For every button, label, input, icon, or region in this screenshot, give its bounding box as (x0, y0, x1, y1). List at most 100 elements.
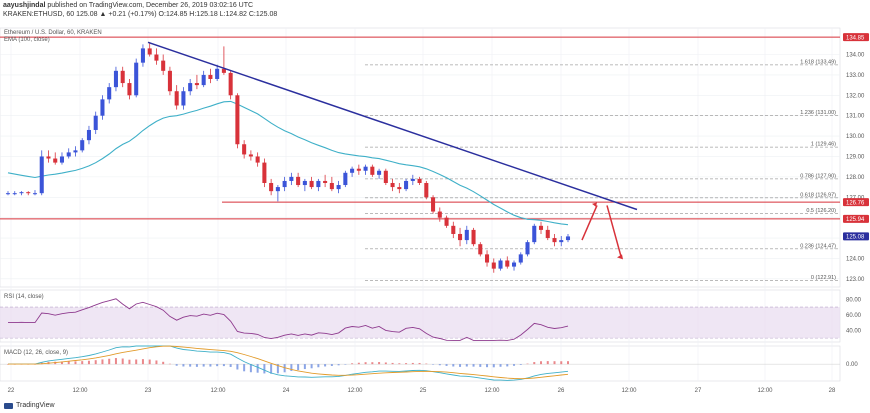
macd-histogram-bar (540, 361, 543, 365)
macd-histogram-bar (114, 358, 117, 365)
macd-histogram-bar (553, 361, 556, 365)
candle-body (248, 154, 253, 157)
x-tick-label: 12:00 (347, 388, 363, 394)
candle-body (26, 192, 31, 194)
tradingview-brand: TradingView (16, 402, 55, 409)
projection-arrows (581, 202, 623, 260)
candle-body (53, 158, 58, 163)
macd-histogram-bar (243, 364, 246, 372)
y-tick-label: 130.00 (846, 134, 865, 140)
y-tick-label: 129.00 (846, 154, 865, 160)
x-tick-label: 12:00 (621, 388, 637, 394)
macd-histogram-bar (560, 361, 563, 365)
rsi-line (8, 298, 569, 341)
candle-body (167, 70, 172, 92)
candle-body (113, 70, 118, 88)
ema-label: EMA (100, close) (4, 37, 50, 43)
macd-histogram-bar (465, 364, 468, 367)
price-tags: 134.85 126.76 125.94 125.08 (843, 33, 869, 241)
macd-histogram-bar (445, 364, 448, 366)
macd-title: MACD (12, 26, close, 9) (4, 350, 68, 356)
fib-label: 0.786 (127.90) (800, 173, 836, 179)
candle-body (73, 150, 78, 153)
x-tick-label: 12:00 (210, 388, 226, 394)
candle-body (404, 180, 409, 190)
candle-body (275, 187, 280, 192)
candle-body (538, 225, 544, 230)
macd-histogram-bar (162, 361, 165, 365)
candle-body (147, 48, 152, 55)
candle-body (343, 172, 348, 186)
macd-histogram-bar (74, 361, 77, 365)
fib-label: 1 (129.46) (811, 142, 836, 148)
candle-body (100, 99, 105, 116)
macd-histogram-bar (357, 362, 360, 365)
rsi-tick-label: 60.00 (846, 313, 862, 319)
candle-body (532, 225, 537, 243)
tradingview-logo-icon (4, 403, 13, 409)
price-tag (843, 232, 869, 241)
candle-body (289, 176, 294, 181)
author-name: aayushjindal (3, 2, 46, 9)
candle-body (12, 193, 17, 195)
candle-body (336, 185, 341, 190)
pane-frame-0 (0, 27, 841, 288)
macd-histogram-bar (452, 364, 455, 367)
price-tag (843, 198, 869, 207)
macd-histogram-bar (189, 364, 192, 367)
candle-body (32, 193, 38, 195)
candle-body (410, 178, 415, 181)
ema-100-line (7, 100, 569, 226)
fib-label: 1.236 (131.00) (800, 110, 836, 116)
macd-histogram-bar (499, 364, 502, 367)
y-tick-label: 134.00 (846, 53, 865, 59)
candle-body (181, 91, 186, 106)
macd-histogram-bar (317, 364, 320, 368)
candle-body (59, 156, 64, 163)
macd-histogram-bar (513, 364, 516, 366)
candle-body (282, 180, 287, 188)
candle-body (525, 242, 530, 255)
chart-header-line2: KRAKEN:ETHUSD, 60 125.08 ▲ +0.21 (+0.17%… (3, 11, 278, 18)
candle-body (188, 83, 193, 92)
candle-body (498, 260, 503, 269)
horizontal-levels (0, 36, 840, 220)
macd-panel (0, 345, 840, 381)
candle-body (356, 168, 361, 171)
macd-histogram-bar (135, 359, 138, 365)
price-tag-label: 125.08 (846, 235, 865, 241)
macd-tick-label: 0.00 (846, 362, 858, 368)
candle-body (370, 166, 375, 175)
macd-histogram-bar (182, 364, 185, 367)
x-tick-label: 27 (695, 388, 702, 394)
macd-histogram-bar (290, 364, 293, 372)
macd-histogram-bar (128, 359, 131, 365)
macd-histogram-bar (479, 364, 482, 367)
candle-body (444, 217, 449, 226)
macd-histogram-bar (270, 364, 273, 374)
x-tick-label: 24 (283, 388, 290, 394)
candle-body (424, 182, 429, 198)
macd-histogram-bar (425, 363, 428, 365)
candle-body (518, 254, 523, 263)
macd-histogram-bar (303, 364, 306, 370)
rsi-zone (0, 307, 840, 339)
macd-histogram-bar (202, 364, 205, 367)
candle-body (437, 211, 442, 218)
y-tick-label: 132.00 (846, 93, 865, 99)
candle-body (208, 74, 213, 79)
footer: TradingView (4, 401, 55, 411)
signal-line (8, 345, 569, 380)
candle-body (464, 229, 469, 241)
macd-histogram-bar (249, 364, 252, 373)
x-tick-label: 28 (829, 388, 836, 394)
price-tag-label: 134.85 (846, 35, 865, 41)
macd-histogram-bar (141, 359, 144, 365)
x-tick-label: 22 (8, 388, 15, 394)
fib-label: 0.236 (124.47) (800, 243, 836, 249)
candle-body (383, 170, 388, 183)
y-tick-label: 128.00 (846, 175, 865, 181)
macd-histogram-bar (378, 362, 381, 365)
candle-body (471, 229, 476, 245)
